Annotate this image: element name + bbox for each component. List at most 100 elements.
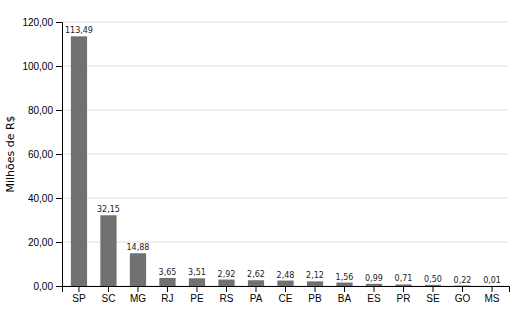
x-tick: PB (308, 286, 322, 304)
y-tick-label: 120,00 (22, 17, 53, 28)
y-tick: 0,00 (34, 281, 62, 292)
x-tick: MG (130, 286, 146, 304)
bars (71, 36, 500, 286)
x-tick: BA (338, 286, 352, 304)
x-tick-label: PA (250, 293, 263, 304)
x-tick: PE (190, 286, 204, 304)
x-tick: RS (220, 286, 234, 304)
bar (277, 281, 293, 286)
grid-line (62, 198, 509, 199)
plot: 0,00 20,00 40,00 60,00 80,00 100,00 120,00 SP SC… (22, 17, 509, 304)
x-tick-label: MG (130, 293, 146, 304)
x-tick: CE (279, 286, 293, 304)
y-tick-label: 80,00 (28, 105, 53, 116)
data-label: 1,56 (336, 273, 354, 282)
x-tick-mark (255, 286, 256, 292)
y-tick-mark (56, 66, 62, 67)
y-tick: 20,00 (28, 237, 62, 248)
y-tick-mark (56, 22, 62, 23)
y-tick: 100,00 (22, 61, 62, 72)
y-tick: 60,00 (28, 149, 62, 160)
x-tick: GO (455, 286, 471, 304)
y-tick-mark (56, 154, 62, 155)
x-tick-mark (167, 286, 168, 292)
x-tick-mark (137, 286, 138, 292)
x-tick-label: PR (397, 293, 411, 304)
bar (248, 280, 264, 286)
y-tick-mark (56, 198, 62, 199)
y-tick: 40,00 (28, 193, 62, 204)
x-tick: ES (367, 286, 381, 304)
x-tick-label: PE (190, 293, 204, 304)
x-tick-label: CE (279, 293, 293, 304)
y-tick-mark (56, 110, 62, 111)
x-tick-mark (108, 286, 109, 292)
data-label: 32,15 (97, 205, 120, 214)
bar (130, 253, 146, 286)
grid-line (62, 66, 509, 67)
y-axis: 0,00 20,00 40,00 60,00 80,00 100,00 120,00 (22, 17, 62, 292)
data-label: 2,62 (247, 270, 265, 279)
bar (307, 281, 323, 286)
data-label: 0,99 (365, 274, 383, 283)
bar (218, 280, 234, 286)
bar (366, 284, 382, 286)
x-tick-label: ES (367, 293, 381, 304)
bar (425, 285, 441, 286)
grid-line (62, 154, 509, 155)
data-label: 3,65 (159, 268, 177, 277)
y-tick-mark (56, 242, 62, 243)
bar (336, 283, 352, 286)
x-tick-label: SE (426, 293, 440, 304)
x-tick-label: MS (485, 293, 500, 304)
data-label: 2,48 (277, 271, 295, 280)
grid-line (62, 22, 509, 23)
x-tick-label: GO (455, 293, 471, 304)
x-tick-mark (462, 286, 463, 292)
grid (62, 22, 509, 286)
y-tick-label: 20,00 (28, 237, 53, 248)
x-tick: RJ (161, 286, 173, 304)
data-label: 0,50 (424, 275, 442, 284)
bar (189, 278, 205, 286)
y-tick: 120,00 (22, 17, 62, 28)
y-tick-label: 100,00 (22, 61, 53, 72)
data-label: 14,88 (127, 243, 150, 252)
data-label: 2,12 (306, 271, 324, 280)
data-label: 2,92 (218, 270, 236, 279)
data-label: 0,01 (483, 276, 501, 285)
bar (100, 215, 116, 286)
x-tick: SP (72, 286, 86, 304)
x-tick-mark (403, 286, 404, 292)
y-axis-title: Milhões de R$ (4, 115, 17, 192)
x-tick-label: RS (220, 293, 234, 304)
bar (395, 284, 411, 286)
data-labels: 113,4932,1514,883,653,512,922,622,482,12… (65, 26, 501, 285)
bar (159, 278, 175, 286)
x-tick-label: SC (102, 293, 116, 304)
x-tick-label: PB (308, 293, 322, 304)
x-tick: PR (397, 286, 411, 304)
x-axis: SP SC MG RJ PE RS PA CE PB BA ES PR SE GO MS (63, 286, 510, 304)
x-tick-mark (196, 286, 197, 292)
x-tick-mark (285, 286, 286, 292)
x-tick: MS (485, 286, 500, 304)
x-tick-mark (492, 286, 493, 292)
x-tick: PA (250, 286, 263, 304)
x-tick: SE (426, 286, 440, 304)
x-axis-line (63, 287, 510, 293)
bar (484, 285, 500, 286)
x-tick-mark (315, 286, 316, 292)
y-axis-line (56, 23, 63, 287)
x-tick: SC (102, 286, 116, 304)
grid-line (62, 110, 509, 111)
x-tick-label: BA (338, 293, 352, 304)
y-tick-label: 60,00 (28, 149, 53, 160)
x-tick-mark (78, 286, 79, 292)
data-label: 0,22 (454, 276, 472, 285)
data-label: 0,71 (395, 274, 413, 283)
y-tick: 80,00 (28, 105, 62, 116)
x-tick-mark (226, 286, 227, 292)
data-label: 113,49 (65, 26, 93, 35)
x-tick-mark (433, 286, 434, 292)
